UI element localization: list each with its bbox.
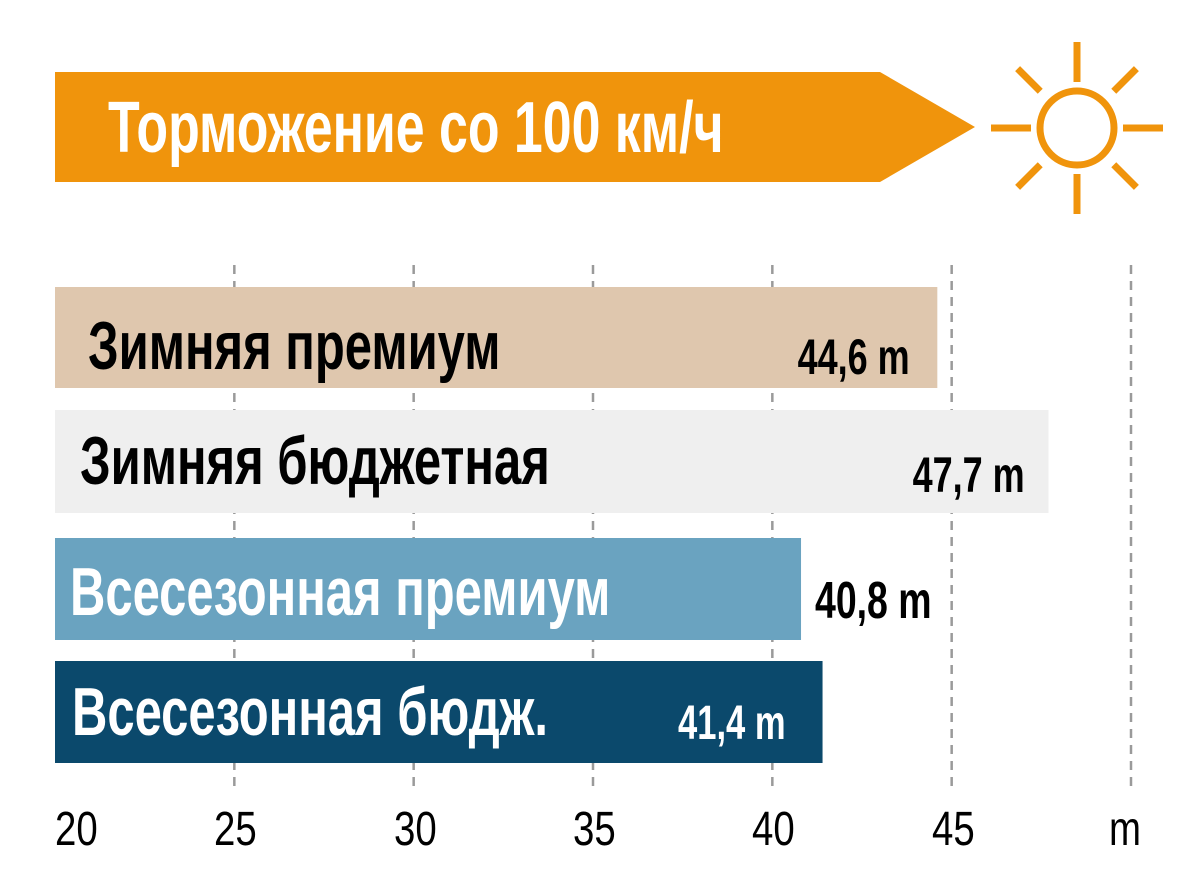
title-banner (55, 72, 975, 182)
bar (55, 410, 1049, 513)
value-label-1: 44,6 m (797, 329, 910, 385)
tick-label: 25 (214, 803, 258, 856)
sun-icon (991, 42, 1163, 214)
bar (55, 287, 938, 388)
tick-label: 30 (393, 803, 437, 856)
bar (55, 538, 802, 640)
bar (55, 661, 823, 763)
axis-unit-label: m (1109, 803, 1141, 856)
tick-label: 45 (931, 803, 975, 856)
bar-label-3: Всесезонная премиум (70, 554, 611, 630)
value-label-3: 40,8 m (815, 572, 932, 630)
chart-title: Торможение со 100 км/ч (108, 88, 724, 168)
bar-label-1: Зимняя премиум (88, 308, 501, 384)
bar-label-2: Зимняя бюджетная (80, 423, 550, 499)
tick-label: 20 (55, 803, 98, 856)
tick-label: 35 (573, 803, 616, 856)
tick-label: 40 (752, 803, 796, 856)
value-label-4: 41,4 m (678, 697, 786, 750)
bar-label-4: Всесезонная бюдж. (72, 674, 548, 750)
value-label-2: 47,7 m (912, 447, 1025, 503)
